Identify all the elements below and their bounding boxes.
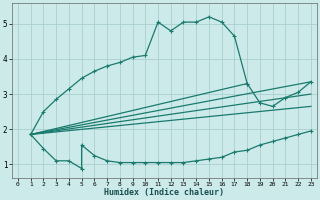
X-axis label: Humidex (Indice chaleur): Humidex (Indice chaleur) <box>104 188 224 197</box>
